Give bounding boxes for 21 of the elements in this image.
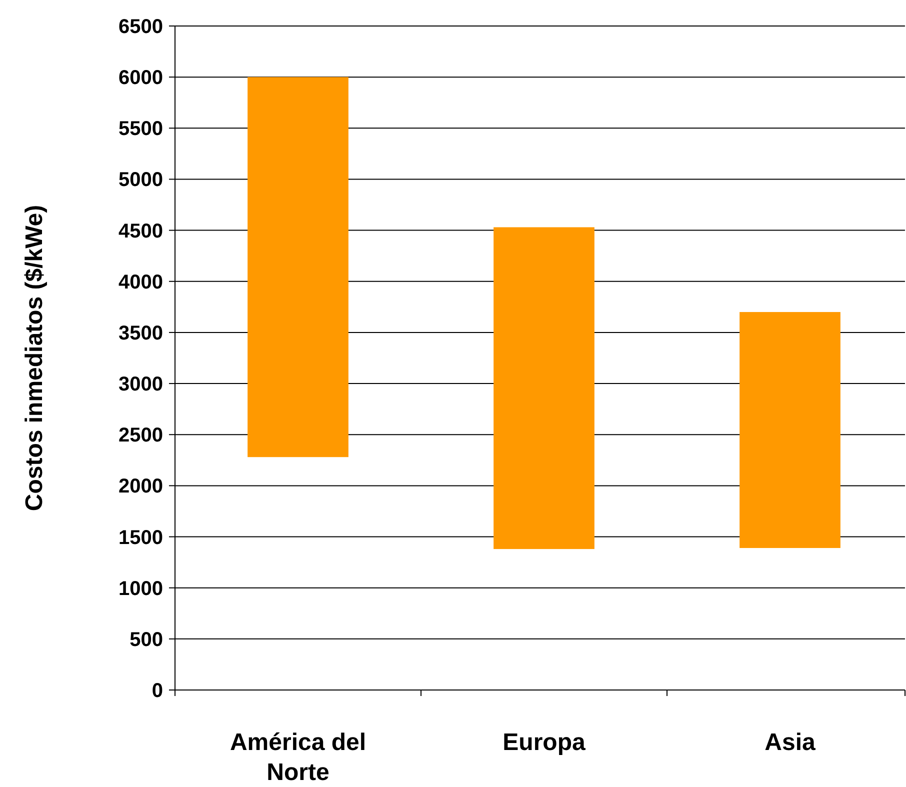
- x-tick-label: Europa: [502, 729, 586, 756]
- bar: [494, 227, 594, 550]
- y-tick-label: 6500: [118, 16, 163, 38]
- y-tick-label: 5000: [118, 169, 163, 192]
- x-tick-label: América del Norte: [230, 729, 366, 786]
- x-tick-label: Asia: [764, 729, 816, 756]
- y-tick-label: 5500: [118, 118, 163, 140]
- y-tick-label: 3500: [118, 322, 163, 344]
- y-tick-label: 4000: [118, 271, 163, 294]
- y-tick-label: 1000: [118, 578, 163, 600]
- y-tick-label: 4500: [118, 220, 163, 242]
- bar: [740, 312, 840, 548]
- y-tick-label: 1500: [118, 526, 163, 549]
- y-tick-label: 6000: [118, 67, 163, 90]
- y-axis-title: Costos inmediatos ($/kWe): [21, 204, 48, 512]
- y-tick-label: 2000: [118, 476, 163, 498]
- bar: [248, 77, 348, 458]
- y-tick-label: 0: [152, 680, 163, 702]
- y-tick-label: 2500: [118, 424, 163, 447]
- y-tick-label: 3000: [118, 374, 163, 396]
- y-tick-label: 500: [130, 628, 163, 651]
